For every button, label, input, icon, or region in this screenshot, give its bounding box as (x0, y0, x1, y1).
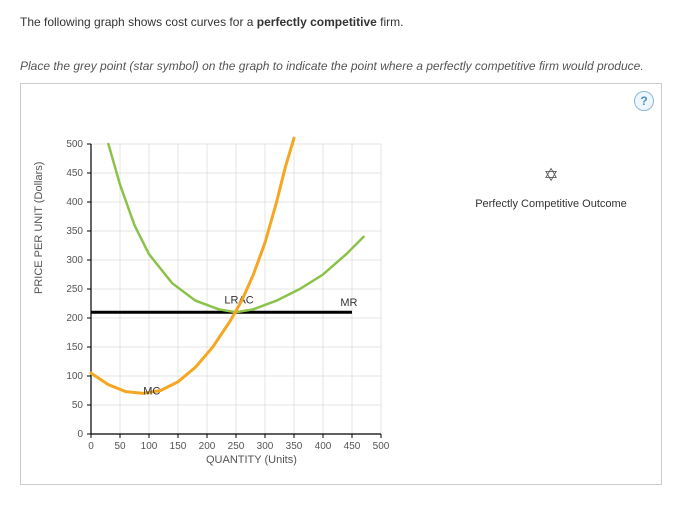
svg-text:300: 300 (257, 441, 274, 452)
svg-text:50: 50 (114, 441, 126, 452)
svg-text:400: 400 (66, 197, 83, 208)
legend: ✡ Perfectly Competitive Outcome (451, 166, 651, 210)
svg-text:150: 150 (66, 342, 83, 353)
svg-text:50: 50 (72, 400, 84, 411)
graph-panel: ? PRICE PER UNIT (Dollars) 0 50 100 150 200 2… (20, 83, 662, 485)
legend-label: Perfectly Competitive Outcome (451, 198, 651, 210)
y-axis-label: PRICE PER UNIT (Dollars) (33, 162, 45, 294)
svg-text:0: 0 (77, 429, 83, 440)
svg-text:100: 100 (141, 441, 158, 452)
svg-text:350: 350 (286, 441, 303, 452)
intro-bold: perfectly competitive (257, 15, 377, 29)
x-axis-label: QUANTITY (Units) (206, 454, 297, 466)
intro-text: The following graph shows cost curves fo… (20, 15, 662, 29)
svg-text:100: 100 (66, 371, 83, 382)
svg-text:0: 0 (88, 441, 94, 452)
svg-text:450: 450 (66, 168, 83, 179)
svg-text:200: 200 (66, 313, 83, 324)
chart-svg: 0 50 100 150 200 250 300 350 400 450 500 0 50 100 150 2… (51, 134, 421, 464)
svg-text:500: 500 (66, 139, 83, 150)
svg-text:250: 250 (228, 441, 245, 452)
star-icon[interactable]: ✡ (451, 166, 651, 184)
svg-text:250: 250 (66, 284, 83, 295)
svg-text:300: 300 (66, 255, 83, 266)
svg-text:400: 400 (315, 441, 332, 452)
svg-text:450: 450 (344, 441, 361, 452)
chart-area[interactable]: 0 50 100 150 200 250 300 350 400 450 500 0 50 100 150 2… (51, 134, 421, 464)
svg-text:MR: MR (340, 297, 357, 309)
intro-suffix: firm. (377, 15, 404, 29)
svg-text:200: 200 (199, 441, 216, 452)
svg-text:500: 500 (373, 441, 390, 452)
svg-text:MC: MC (143, 386, 160, 398)
instruction-text: Place the grey point (star symbol) on th… (20, 59, 662, 73)
svg-text:150: 150 (170, 441, 187, 452)
intro-prefix: The following graph shows cost curves fo… (20, 15, 257, 29)
svg-text:350: 350 (66, 226, 83, 237)
help-button[interactable]: ? (634, 91, 654, 111)
